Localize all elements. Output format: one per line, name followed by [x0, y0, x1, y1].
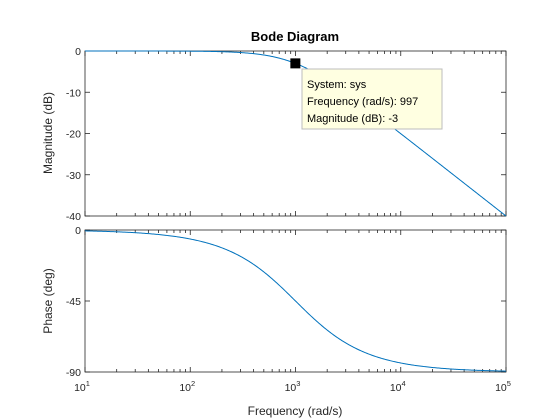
x-tick-exponent: 3 — [296, 379, 300, 388]
datatip-box — [301, 68, 443, 130]
x-tick-base: 10 — [179, 382, 191, 394]
x-tick-label: 102 — [179, 379, 195, 394]
datatip[interactable]: System: sys Frequency (rad/s): 997 Magnitu… — [290, 58, 443, 130]
magnitude-ytick-label: -40 — [66, 211, 81, 223]
x-tick-base: 10 — [390, 382, 402, 394]
x-tick-base: 10 — [74, 382, 86, 394]
magnitude-ytick-label: -20 — [66, 129, 81, 141]
phase-ytick-label: 0 — [75, 225, 81, 237]
datatip-line: System: sys — [307, 79, 367, 91]
magnitude-ytick-label: -10 — [66, 87, 81, 99]
x-tick-label: 105 — [495, 379, 511, 394]
phase-ytick-label: -90 — [66, 367, 81, 379]
x-tick-label: 101 — [74, 379, 90, 394]
x-tick-labels: 101 102 103 104 105 — [74, 379, 511, 394]
x-tick-base: 10 — [495, 382, 507, 394]
magnitude-ytick-label: -30 — [66, 170, 81, 182]
x-tick-base: 10 — [285, 382, 297, 394]
magnitude-axes-box — [84, 50, 507, 217]
x-tick-exponent: 4 — [402, 379, 406, 388]
x-tick-exponent: 5 — [507, 379, 511, 388]
magnitude-ylabel: Magnitude (dB) — [41, 92, 55, 174]
x-tick-exponent: 1 — [86, 379, 90, 388]
x-tick-label: 104 — [390, 379, 406, 394]
x-tick-label: 103 — [285, 379, 301, 394]
phase-ylabel: Phase (deg) — [41, 268, 55, 333]
phase-ytick-label: -45 — [66, 296, 81, 308]
x-tick-exponent: 2 — [191, 379, 195, 388]
chart-title: Bode Diagram — [251, 29, 339, 44]
datatip-line: Frequency (rad/s): 997 — [307, 96, 418, 108]
x-axis-label: Frequency (rad/s) — [248, 404, 343, 418]
datatip-marker — [290, 58, 301, 69]
datatip-line: Magnitude (dB): -3 — [307, 113, 398, 125]
phase-series-line — [84, 230, 507, 372]
phase-panel: 0 -45 -90 Phase (deg) — [41, 225, 507, 379]
magnitude-ytick-label: 0 — [75, 46, 81, 58]
